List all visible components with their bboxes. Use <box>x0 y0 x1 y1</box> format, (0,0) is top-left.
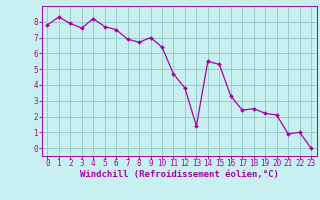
X-axis label: Windchill (Refroidissement éolien,°C): Windchill (Refroidissement éolien,°C) <box>80 170 279 179</box>
